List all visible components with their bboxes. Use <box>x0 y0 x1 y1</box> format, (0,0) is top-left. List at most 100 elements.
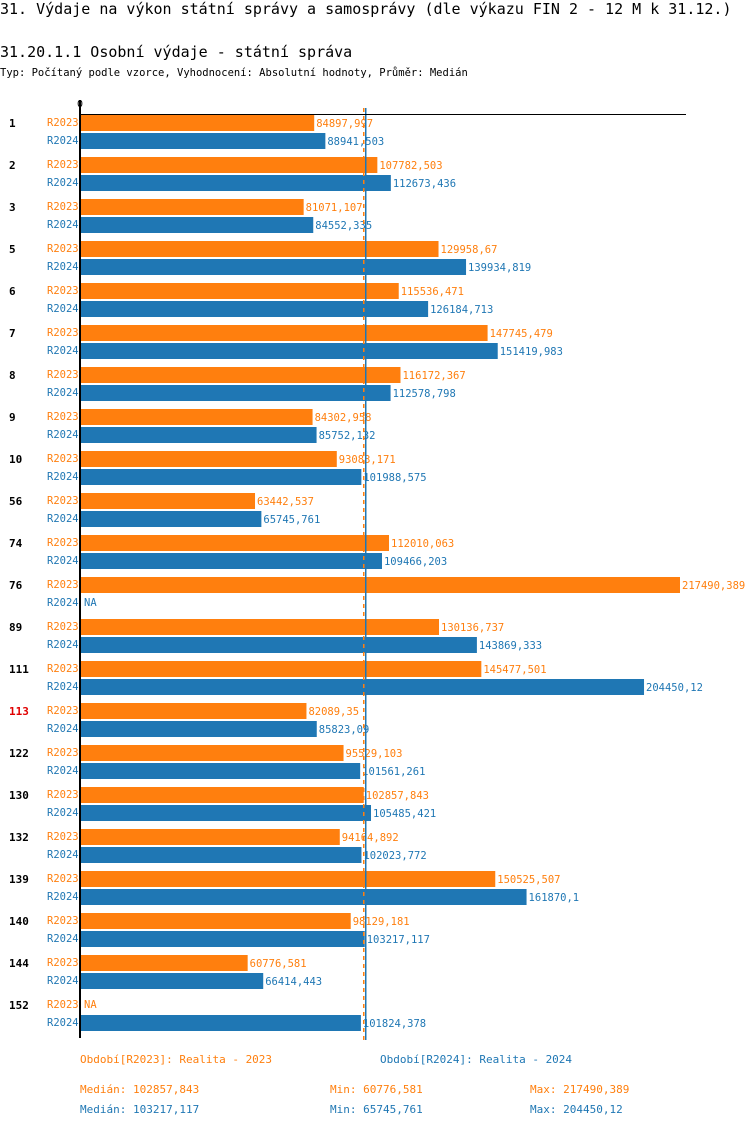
series-label: R2024 <box>47 849 79 861</box>
category-label: 140 <box>9 915 29 928</box>
bar-r2024 <box>80 553 382 569</box>
median-r2024: Medián: 103217,117 <box>80 1103 200 1116</box>
bar-r2024 <box>80 763 361 779</box>
value-label: 84552,335 <box>315 220 372 232</box>
series-label: R2023 <box>47 327 79 339</box>
value-label: 95529,103 <box>346 748 403 760</box>
category-label: 122 <box>9 747 29 760</box>
value-label: 217490,389 <box>682 580 745 592</box>
value-label: 109466,203 <box>384 556 447 568</box>
bar-r2024 <box>80 301 429 317</box>
value-label: 63442,537 <box>257 496 314 508</box>
bar-r2024 <box>80 217 314 233</box>
series-label: R2023 <box>47 411 79 423</box>
bar-r2024 <box>80 931 365 947</box>
series-label: R2024 <box>47 681 79 693</box>
value-label: 112673,436 <box>393 178 456 190</box>
legend-r2024: Období[R2024]: Realita - 2024 <box>380 1053 573 1066</box>
series-label: R2024 <box>47 345 79 357</box>
value-label: 81071,107 <box>306 202 363 214</box>
bar-r2023 <box>80 703 307 719</box>
bar-r2023 <box>80 409 313 425</box>
series-label: R2024 <box>47 933 79 945</box>
bar-r2023 <box>80 745 344 761</box>
bar-r2023 <box>80 871 496 887</box>
series-label: R2024 <box>47 639 79 651</box>
bar-r2023 <box>80 787 364 803</box>
bar-r2023 <box>80 283 399 299</box>
value-label: 66414,443 <box>265 976 322 988</box>
max-r2024: Max: 204450,12 <box>530 1103 623 1116</box>
bar-r2024 <box>80 259 467 275</box>
bar-r2023 <box>80 535 390 551</box>
value-label: 93083,171 <box>339 454 396 466</box>
series-label: R2023 <box>47 663 79 675</box>
bar-r2023 <box>80 199 304 215</box>
series-label: R2023 <box>47 873 79 885</box>
series-label: R2023 <box>47 999 79 1011</box>
bar-r2023 <box>80 451 337 467</box>
series-label: R2024 <box>47 765 79 777</box>
bar-r2024 <box>80 469 362 485</box>
value-label: 84897,997 <box>316 118 373 130</box>
category-label: 3 <box>9 201 16 214</box>
category-label: 1 <box>9 117 16 130</box>
value-label: 112010,063 <box>391 538 454 550</box>
page-title: 31. Výdaje na výkon státní správy a samo… <box>0 0 732 18</box>
bar-r2024 <box>80 721 317 737</box>
value-label: 103217,117 <box>367 934 430 946</box>
bar-r2024 <box>80 973 264 989</box>
series-label: R2024 <box>47 1017 79 1029</box>
value-label: 105485,421 <box>373 808 436 820</box>
bar-r2023 <box>80 829 340 845</box>
series-label: R2023 <box>47 495 79 507</box>
value-label: 65745,761 <box>263 514 320 526</box>
series-label: R2024 <box>47 807 79 819</box>
category-label: 5 <box>9 243 16 256</box>
value-label: 115536,471 <box>401 286 464 298</box>
category-label: 9 <box>9 411 16 424</box>
chart-info: Typ: Počítaný podle vzorce, Vyhodnocení:… <box>0 67 468 79</box>
series-label: R2023 <box>47 621 79 633</box>
value-label: 126184,713 <box>430 304 493 316</box>
category-label: 8 <box>9 369 16 382</box>
chart-title: 31.20.1.1 Osobní výdaje - státní správa <box>0 43 353 61</box>
series-label: R2024 <box>47 513 79 525</box>
series-label: R2024 <box>47 975 79 987</box>
bar-r2023 <box>80 661 482 677</box>
bar-r2023 <box>80 115 315 131</box>
value-label: 116172,367 <box>402 370 465 382</box>
value-label: 139934,819 <box>468 262 531 274</box>
series-label: R2024 <box>47 471 79 483</box>
value-label: 82089,35 <box>308 706 359 718</box>
bar-r2023 <box>80 493 256 509</box>
bar-r2024 <box>80 679 645 695</box>
value-label: 145477,501 <box>483 664 546 676</box>
bar-r2023 <box>80 913 351 929</box>
bar-r2023 <box>80 367 401 383</box>
series-label: R2024 <box>47 303 79 315</box>
bar-r2024 <box>80 511 262 527</box>
bar-r2024 <box>80 427 317 443</box>
value-label: 88941,503 <box>327 136 384 148</box>
series-label: R2023 <box>47 705 79 717</box>
series-label: R2023 <box>47 369 79 381</box>
value-label: 101988,575 <box>363 472 426 484</box>
bar-r2023 <box>80 577 680 593</box>
series-label: R2023 <box>47 159 79 171</box>
max-r2023: Max: 217490,389 <box>530 1083 630 1096</box>
value-label: 85823,09 <box>319 724 370 736</box>
bar-r2023 <box>80 325 488 341</box>
value-label: 112578,798 <box>393 388 456 400</box>
category-label: 132 <box>9 831 29 844</box>
bar-r2024 <box>80 133 326 149</box>
series-label: R2024 <box>47 723 79 735</box>
value-label: 84302,958 <box>315 412 372 424</box>
series-label: R2023 <box>47 201 79 213</box>
series-label: R2023 <box>47 831 79 843</box>
series-label: R2024 <box>47 219 79 231</box>
value-label: 129958,67 <box>441 244 498 256</box>
median-r2023: Medián: 102857,843 <box>80 1083 200 1096</box>
bar-r2024 <box>80 385 391 401</box>
